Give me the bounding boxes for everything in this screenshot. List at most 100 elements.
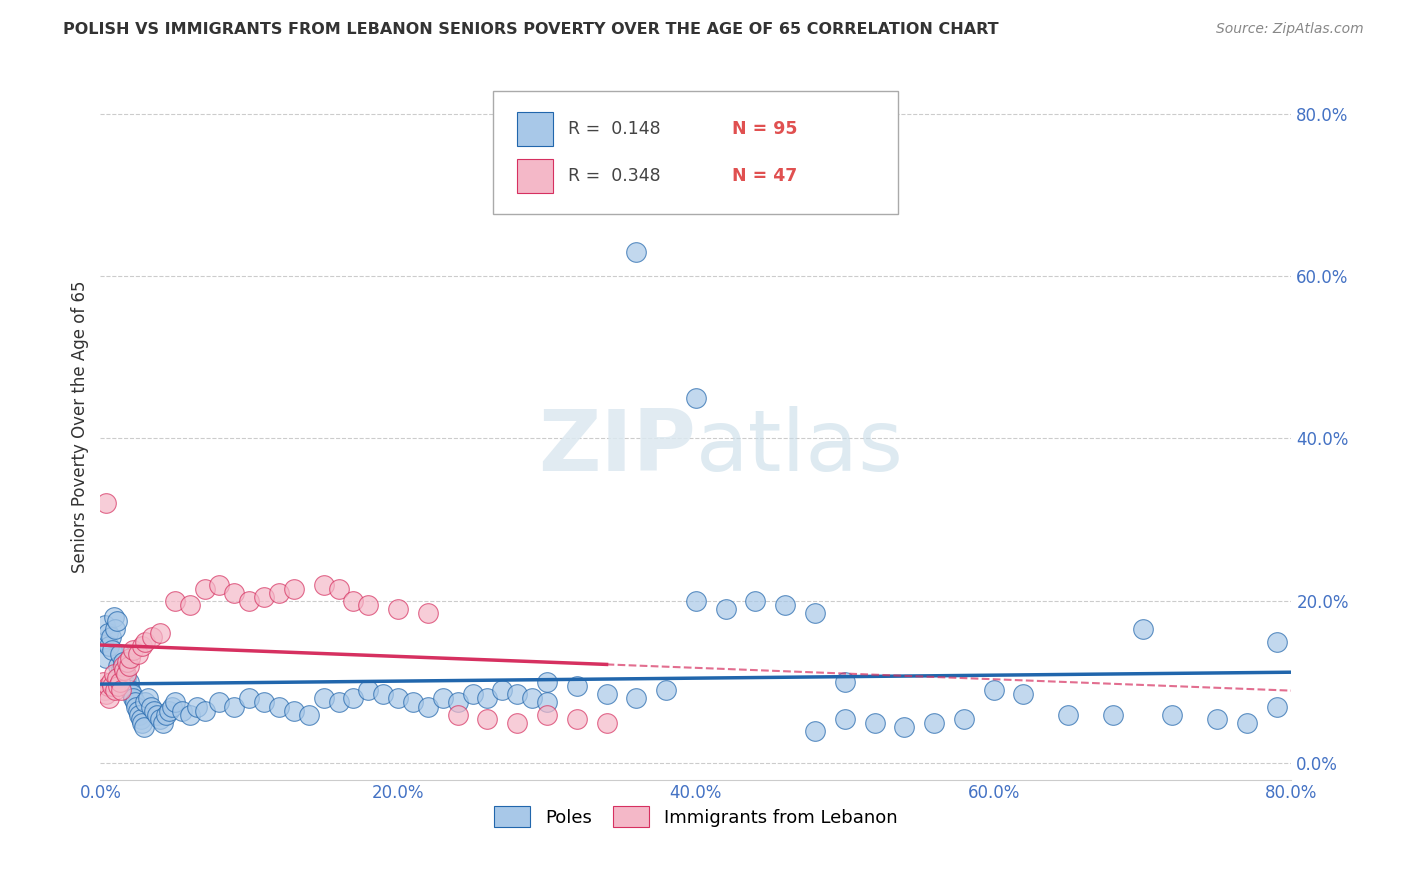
Point — [402, 696, 425, 710]
Point — [922, 715, 945, 730]
Point — [117, 675, 139, 690]
Point — [536, 675, 558, 690]
Point — [134, 696, 156, 710]
Point — [685, 391, 707, 405]
Legend: Poles, Immigrants from Lebanon: Poles, Immigrants from Lebanon — [486, 799, 905, 834]
Point — [447, 696, 470, 710]
Point — [1161, 707, 1184, 722]
Point — [160, 699, 183, 714]
Point — [1265, 634, 1288, 648]
Point — [1236, 715, 1258, 730]
Point — [114, 671, 136, 685]
Point — [136, 691, 159, 706]
Point — [91, 675, 114, 690]
Point — [112, 663, 135, 677]
Point — [142, 704, 165, 718]
Point — [101, 679, 124, 693]
Point — [1012, 687, 1035, 701]
Point — [105, 614, 128, 628]
Point — [179, 707, 201, 722]
Point — [97, 626, 120, 640]
Point — [565, 679, 588, 693]
Point — [685, 594, 707, 608]
Text: atlas: atlas — [696, 406, 904, 489]
Point — [108, 647, 131, 661]
Point — [110, 663, 132, 677]
Point — [96, 496, 118, 510]
Point — [108, 675, 131, 690]
Point — [565, 712, 588, 726]
Point — [1101, 707, 1123, 722]
Point — [104, 683, 127, 698]
Point — [163, 594, 186, 608]
Text: R =  0.348: R = 0.348 — [568, 167, 661, 186]
Point — [131, 715, 153, 730]
Point — [416, 606, 439, 620]
Point — [1206, 712, 1229, 726]
Point — [172, 704, 194, 718]
Point — [267, 699, 290, 714]
Point — [105, 671, 128, 685]
Point — [298, 707, 321, 722]
Point — [107, 679, 129, 693]
Point — [96, 650, 118, 665]
Point — [128, 707, 150, 722]
Point — [141, 631, 163, 645]
Point — [357, 598, 380, 612]
Point — [91, 634, 114, 648]
Point — [283, 582, 305, 596]
Point — [110, 683, 132, 698]
Point — [208, 577, 231, 591]
Point — [149, 712, 172, 726]
Point — [626, 691, 648, 706]
Point — [506, 715, 529, 730]
Point — [139, 699, 162, 714]
Point — [131, 639, 153, 653]
Point — [101, 642, 124, 657]
Point — [224, 699, 246, 714]
Point — [152, 715, 174, 730]
Point — [595, 715, 617, 730]
Point — [1057, 707, 1080, 722]
Point — [94, 683, 117, 698]
Point — [179, 598, 201, 612]
Point — [146, 707, 169, 722]
Point — [100, 631, 122, 645]
Point — [714, 602, 737, 616]
Point — [536, 707, 558, 722]
Point — [120, 650, 142, 665]
Point — [125, 699, 148, 714]
Point — [893, 720, 915, 734]
Text: N = 95: N = 95 — [731, 120, 797, 137]
Point — [122, 691, 145, 706]
Point — [804, 606, 827, 620]
Point — [387, 691, 409, 706]
Point — [111, 659, 134, 673]
Point — [124, 696, 146, 710]
Point — [804, 723, 827, 738]
Point — [447, 707, 470, 722]
Point — [834, 675, 856, 690]
Point — [208, 696, 231, 710]
Point — [342, 691, 364, 706]
Point — [122, 642, 145, 657]
Point — [373, 687, 395, 701]
Point — [312, 691, 335, 706]
Point — [834, 712, 856, 726]
Point — [387, 602, 409, 616]
Point — [194, 704, 217, 718]
Point — [744, 594, 766, 608]
Y-axis label: Seniors Poverty Over the Age of 65: Seniors Poverty Over the Age of 65 — [72, 280, 89, 573]
Point — [100, 675, 122, 690]
Point — [416, 699, 439, 714]
FancyBboxPatch shape — [494, 91, 898, 214]
Point — [112, 667, 135, 681]
Point — [127, 647, 149, 661]
Point — [1265, 699, 1288, 714]
Point — [267, 586, 290, 600]
Point — [238, 594, 260, 608]
Point — [953, 712, 976, 726]
Point — [224, 586, 246, 600]
Point — [134, 634, 156, 648]
Point — [863, 715, 886, 730]
